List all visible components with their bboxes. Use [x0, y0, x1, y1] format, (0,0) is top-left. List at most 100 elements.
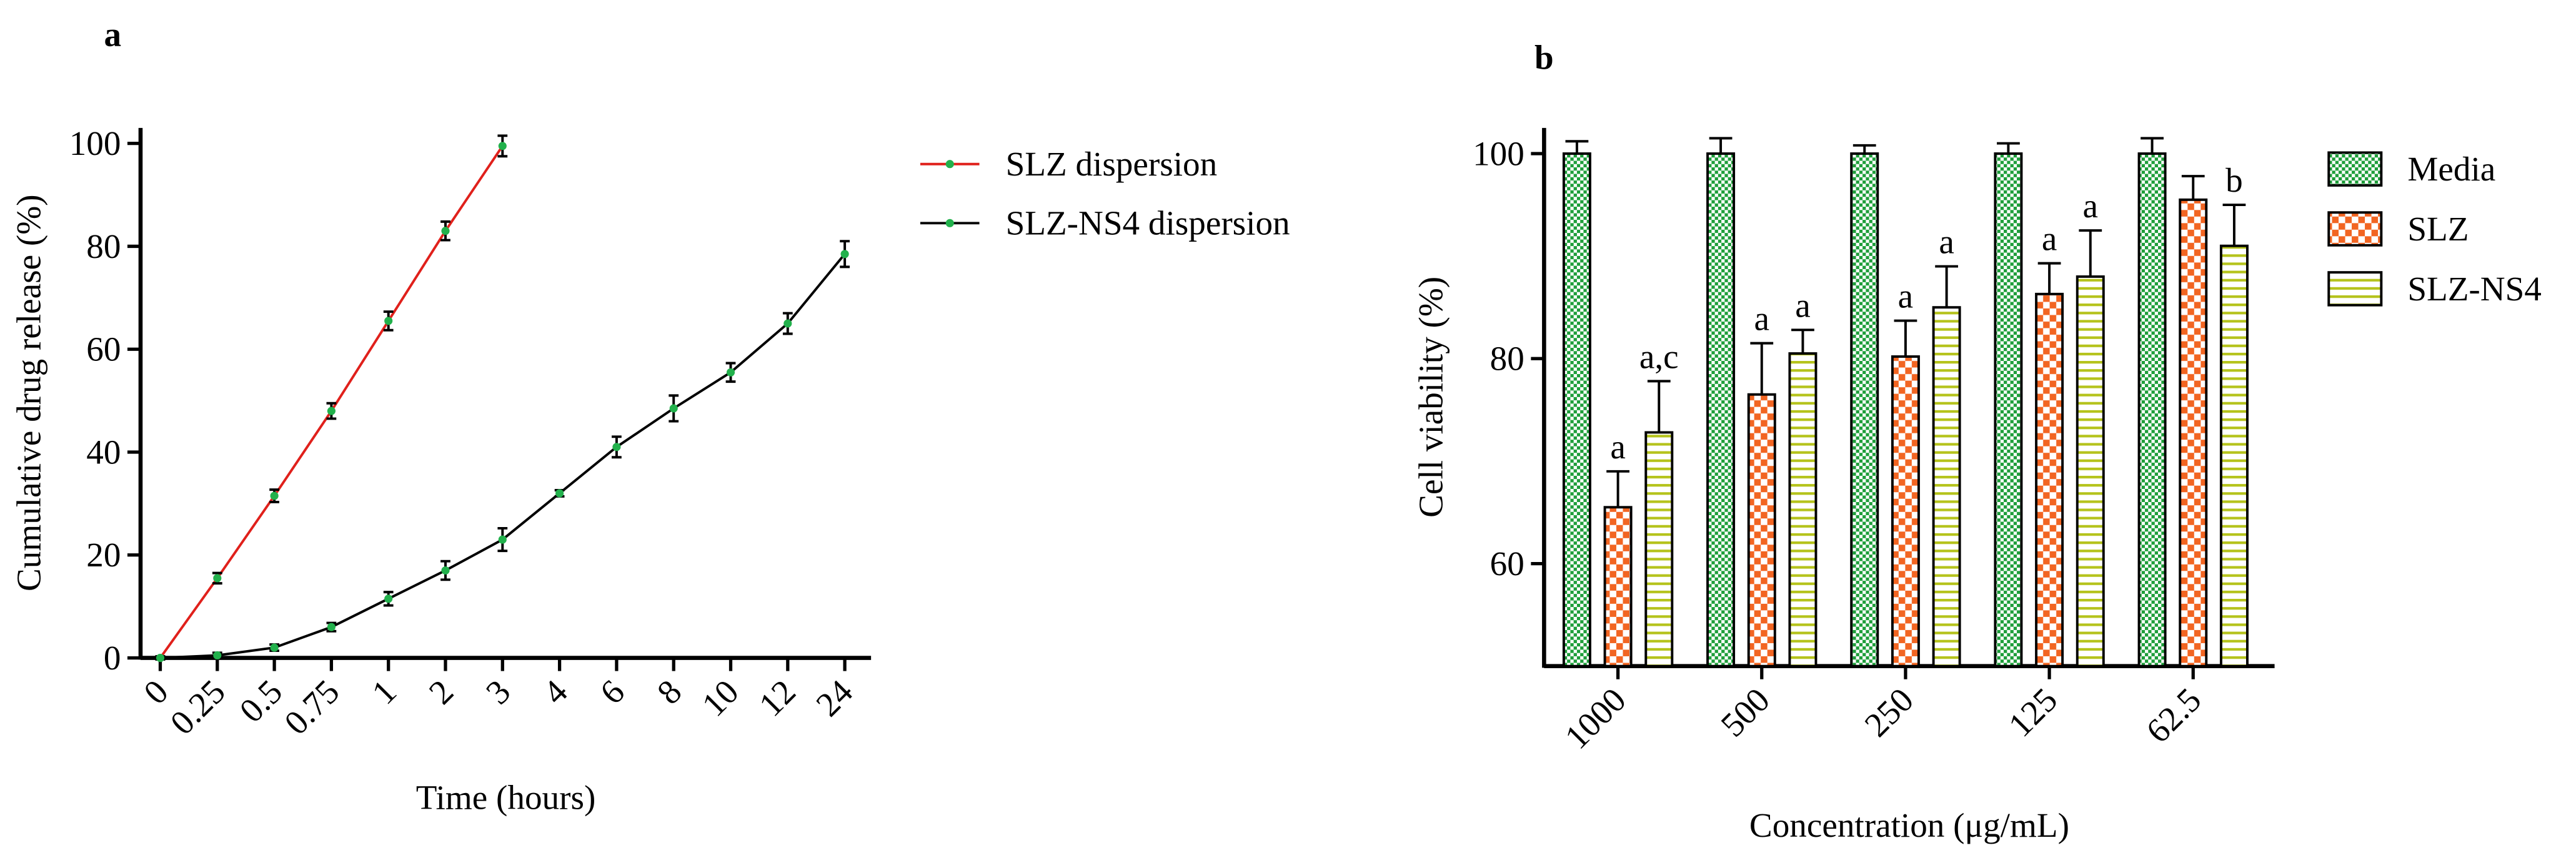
x-tick-label: 10	[695, 673, 746, 724]
marker	[726, 368, 735, 377]
legend-swatch	[2327, 211, 2383, 247]
marker	[384, 594, 393, 603]
bar-annotation: a	[1898, 277, 1913, 315]
x-tick-label: 500	[1713, 681, 1777, 744]
bar-annotation: a	[1610, 428, 1625, 466]
bar	[2219, 244, 2249, 668]
error-bar	[1791, 328, 1814, 354]
x-tick-label: 62.5	[2139, 681, 2208, 750]
y-tick-label: 100	[1473, 134, 1524, 172]
error-bar	[1935, 265, 1958, 308]
legend-swatch	[2327, 271, 2383, 307]
y-tick-label: 80	[86, 227, 121, 265]
y-tick-label: 60	[86, 330, 121, 368]
marker	[498, 535, 507, 544]
error-bar	[1709, 137, 1733, 154]
legend-marker	[945, 219, 954, 227]
y-tick-label: 40	[86, 433, 121, 471]
marker	[384, 317, 393, 325]
error-bar	[1894, 319, 1917, 357]
bar-annotation: b	[2225, 161, 2243, 199]
panel-label: b	[1534, 38, 1554, 76]
x-tick-label: 125	[2001, 681, 2065, 744]
legend-label: SLZ-NS4	[2407, 270, 2542, 308]
y-tick-label: 60	[1490, 545, 1524, 583]
bar-annotation: a	[1795, 286, 1810, 324]
panel-label: a	[104, 16, 122, 54]
marker	[669, 404, 678, 413]
bar	[1891, 355, 1920, 668]
error-bar	[1647, 380, 1671, 433]
bar	[1603, 506, 1633, 668]
x-tick-label: 12	[752, 673, 803, 724]
marker	[555, 489, 564, 498]
bar-annotation: a	[1754, 300, 1769, 338]
x-tick-label: 0.25	[163, 673, 232, 742]
marker	[213, 574, 222, 583]
y-axis-title: Cell viability (%)	[1411, 277, 1450, 518]
legend-marker	[945, 160, 954, 169]
bar	[1706, 152, 1736, 668]
x-tick-label: 0.75	[277, 673, 346, 742]
legend-label: SLZ	[2407, 210, 2469, 248]
x-tick-label: 24	[808, 673, 860, 724]
error-bar	[1606, 470, 1629, 508]
marker	[213, 651, 222, 660]
bar	[2035, 292, 2064, 668]
x-axis-title: Concentration (μg/mL)	[1749, 806, 2069, 844]
error-bar	[1565, 140, 1589, 154]
x-tick-label: 0	[136, 673, 176, 712]
x-tick-label: 250	[1857, 681, 1921, 744]
marker	[270, 491, 279, 500]
legend-label: SLZ-NS4 dispersion	[1006, 204, 1290, 242]
bar	[1562, 152, 1591, 668]
y-axis-title: Cumulative drug release (%)	[10, 194, 48, 591]
bar	[2179, 198, 2208, 668]
x-tick-label: 0.5	[232, 673, 289, 730]
error-bar	[2181, 175, 2205, 200]
bar	[1994, 152, 2023, 668]
marker	[612, 443, 621, 451]
bar	[1932, 306, 1961, 668]
bar-annotation: a	[1939, 223, 1954, 261]
bar-annotation: a	[2083, 187, 2098, 225]
y-tick-label: 0	[104, 639, 121, 677]
error-bar	[2079, 229, 2102, 277]
marker	[270, 643, 279, 652]
marker	[498, 142, 507, 150]
bar-annotation: a,c	[1639, 337, 1679, 375]
x-tick-label: 4	[535, 673, 575, 712]
marker	[327, 407, 336, 415]
error-bar	[2222, 204, 2246, 246]
error-bar	[1750, 342, 1774, 395]
bar	[2137, 152, 2167, 668]
legend-label: SLZ dispersion	[1006, 145, 1218, 183]
x-tick-label: 1000	[1558, 681, 1633, 756]
marker	[783, 319, 792, 328]
bar	[1850, 152, 1879, 668]
bar	[1747, 393, 1776, 668]
marker	[441, 566, 450, 575]
legend-label: Media	[2407, 150, 2495, 188]
y-tick-label: 100	[69, 124, 121, 162]
x-tick-label: 1	[364, 673, 404, 712]
x-tick-label: 2	[422, 673, 461, 712]
x-axis-title: Time (hours)	[416, 778, 596, 816]
x-tick-label: 3	[479, 673, 518, 712]
legend-swatch	[2327, 151, 2383, 187]
bar	[1788, 352, 1818, 668]
x-tick-label: 8	[650, 673, 689, 712]
x-tick-label: 6	[593, 673, 632, 712]
series-line	[159, 145, 504, 659]
marker	[327, 623, 336, 631]
series-line	[160, 253, 846, 659]
bar	[2076, 275, 2105, 668]
y-tick-label: 20	[86, 536, 121, 574]
y-tick-label: 80	[1490, 340, 1524, 378]
error-bar	[1852, 144, 1876, 154]
bar-annotation: a	[2042, 220, 2057, 258]
error-bar	[2037, 262, 2061, 294]
bar	[1644, 431, 1674, 668]
